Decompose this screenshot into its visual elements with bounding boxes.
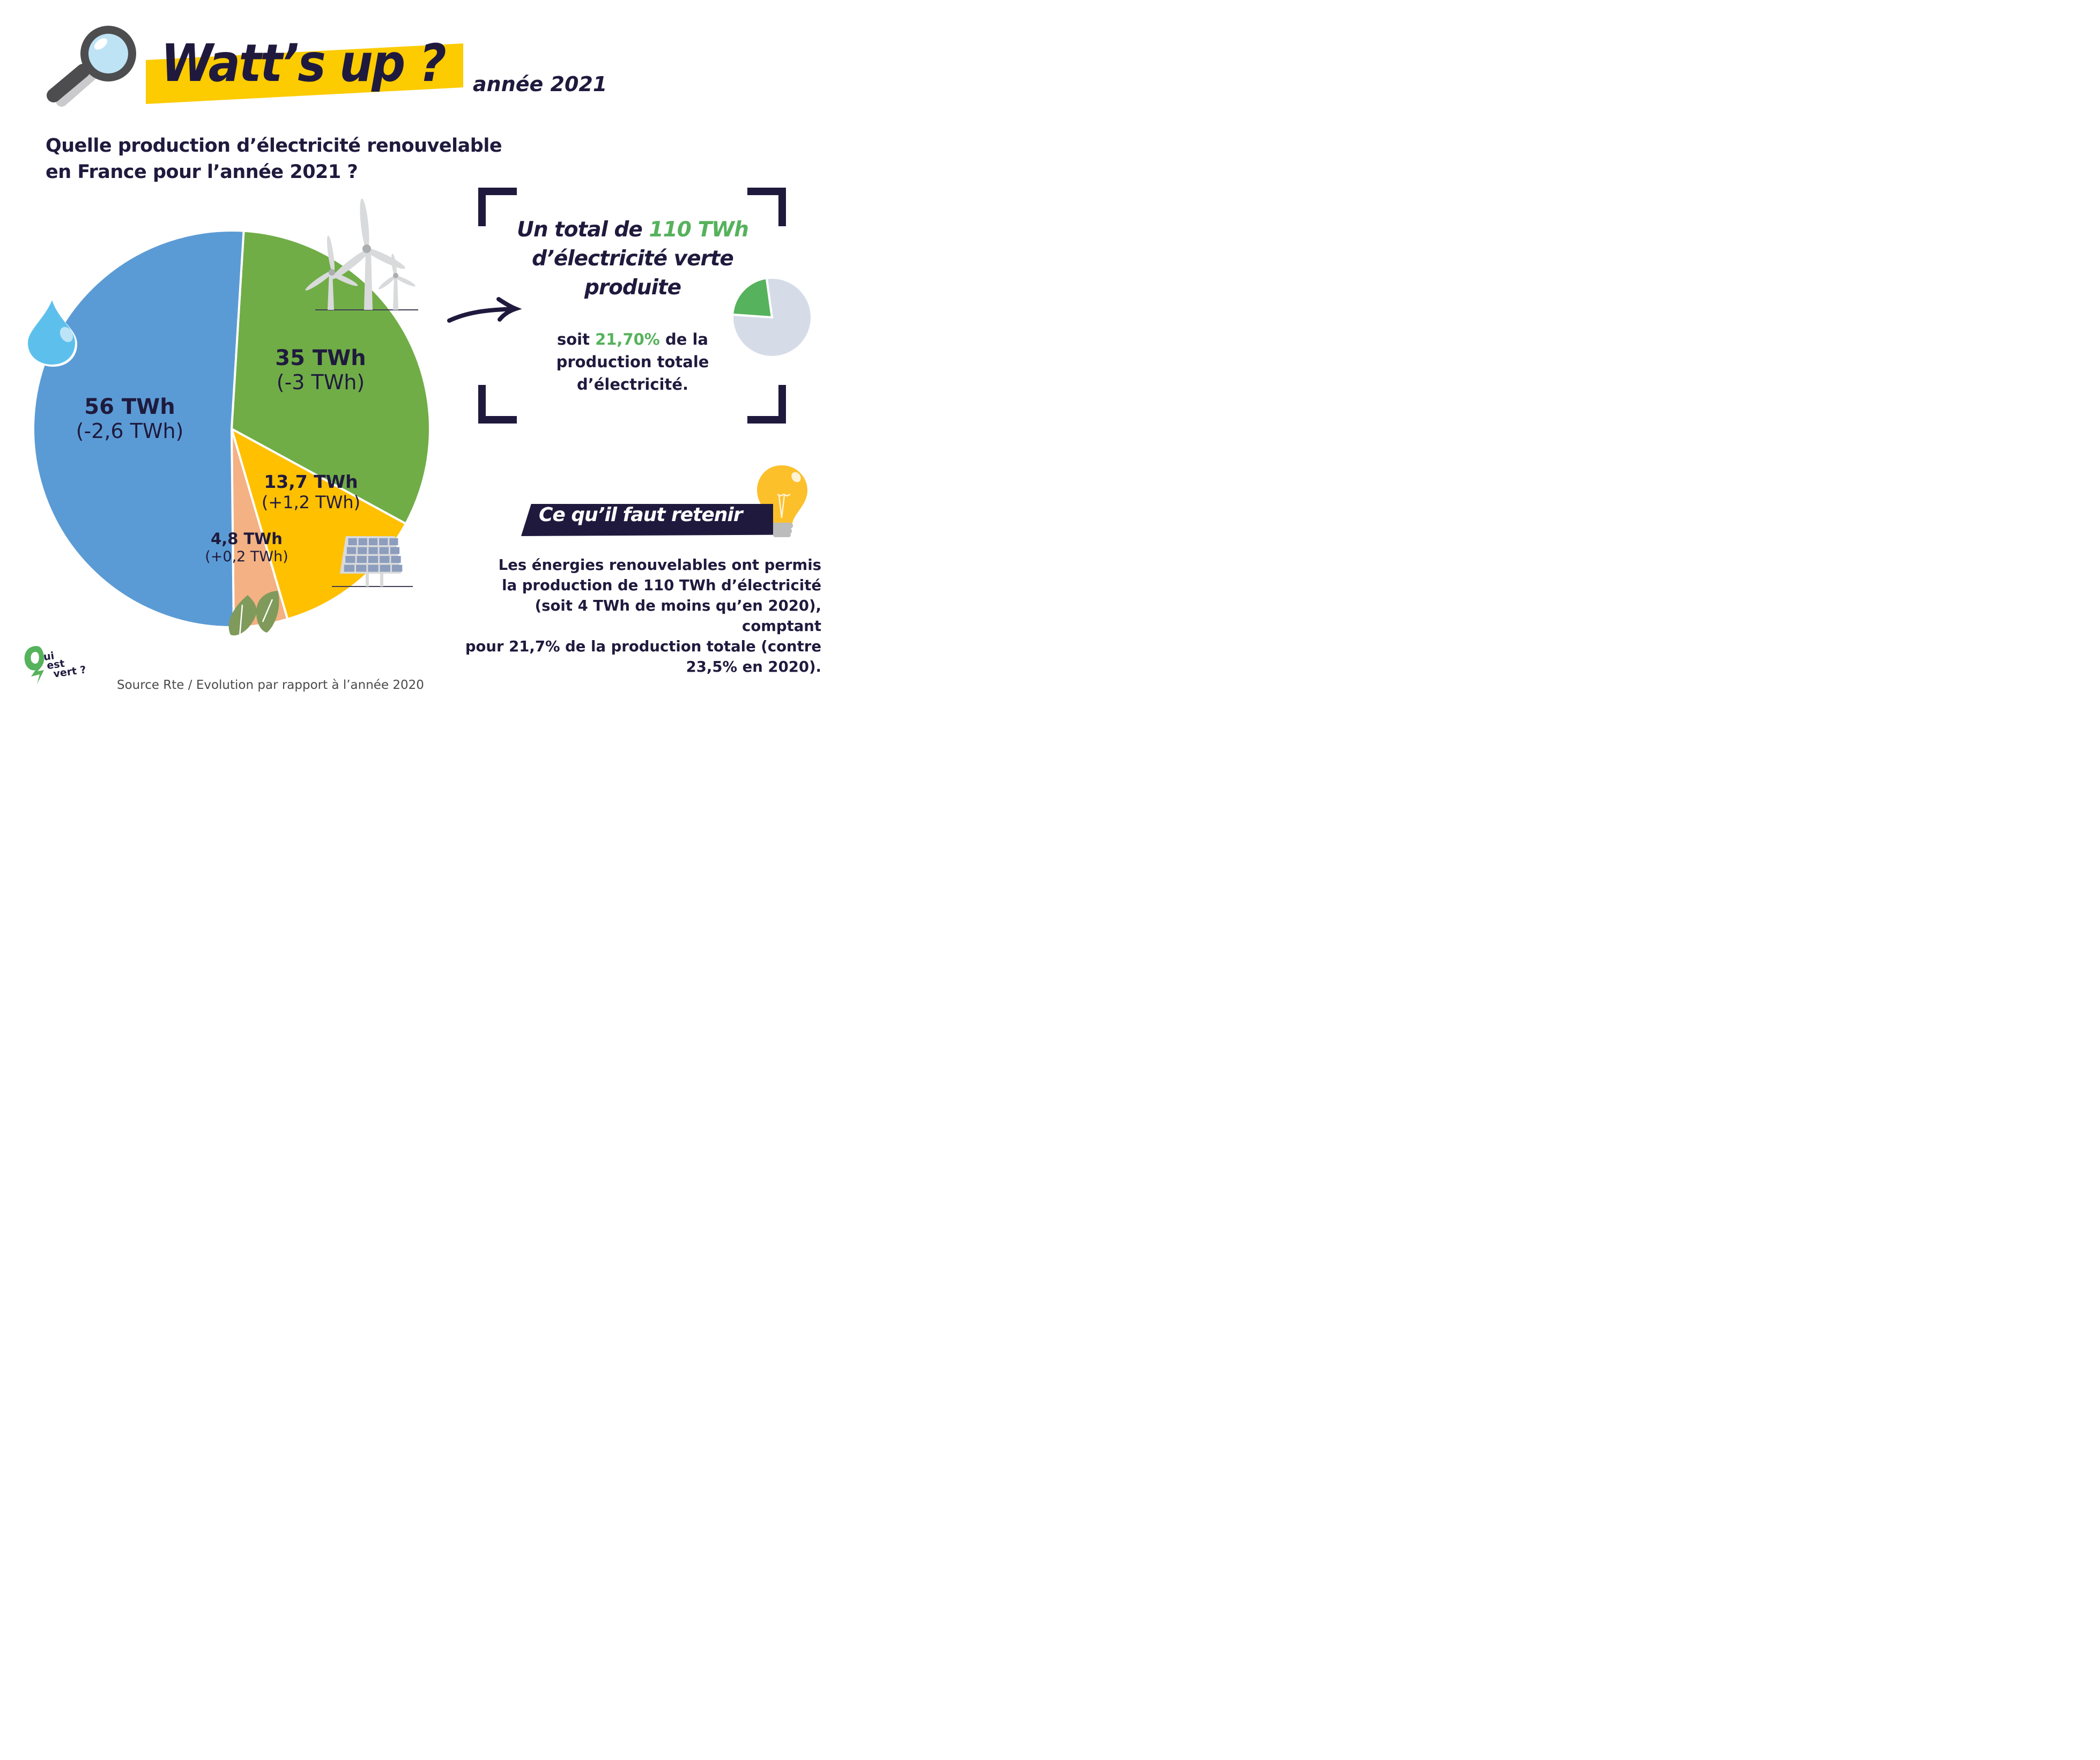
question-heading: Quelle production d’électricité renouvel… (46, 133, 528, 185)
total-line-1: Un total de 110 TWh (499, 216, 767, 244)
wind-delta: (-3 TWh) (276, 370, 365, 394)
share-text: soit 21,70% de la production totale d’él… (531, 328, 734, 396)
source-note: Source Rte / Evolution par rapport à l’a… (117, 678, 424, 692)
bracket-bottom-left (478, 385, 517, 424)
retenir-line: Les énergies renouvelables ont permis (498, 556, 821, 574)
retenir-line: (soit 4 TWh de moins qu’en 2020), compta… (535, 597, 821, 635)
qui-est-vert-logo (24, 646, 44, 684)
renewables-pie-chart (24, 198, 813, 684)
wind-turbines-icon (305, 198, 418, 310)
slice-label-hydro: 56 TWh (-2,6 TWh) (60, 395, 199, 443)
leaves-icon (228, 591, 279, 637)
total-value: 110 TWh (649, 218, 748, 242)
arrow-icon (447, 297, 522, 323)
share-suffix: de la (659, 330, 709, 348)
hydro-delta: (-2,6 TWh) (76, 419, 184, 443)
bracket-bottom-right (747, 385, 786, 424)
total-prefix: Un total de (517, 218, 649, 242)
magnifier-icon (47, 26, 136, 107)
retenir-band (521, 504, 773, 536)
mini-pie-slices (731, 277, 813, 358)
slice-label-bio: 4,8 TWh (+0,2 TWh) (188, 530, 306, 566)
bio-value: 4,8 TWh (211, 530, 283, 548)
bracket-top-left (478, 188, 517, 226)
hydro-value: 56 TWh (84, 395, 175, 419)
water-drop-icon (28, 300, 77, 367)
solar-delta: (+1,2 TWh) (261, 492, 361, 513)
slice-label-wind: 35 TWh (-3 TWh) (251, 346, 390, 394)
page-title: Watt’s up ? (161, 33, 447, 93)
pie-slice-hydraulique (32, 229, 245, 628)
share-line-1: soit 21,70% de la (531, 328, 734, 351)
retenir-line: pour 21,7% de la production totale (cont… (465, 638, 821, 655)
total-line-3: produite (584, 276, 681, 300)
total-line-2: d’électricité verte (532, 247, 734, 271)
share-value: 21,70% (595, 330, 660, 348)
retenir-line: la production de 110 TWh d’électricité (502, 577, 821, 594)
bio-delta: (+0,2 TWh) (205, 548, 288, 565)
share-line-3: d’électricité. (576, 375, 689, 393)
logo-text: ui est vert ? (43, 648, 87, 680)
total-heading: Un total de 110 TWh d’électricité verte … (499, 216, 767, 302)
year-label: année 2021 (473, 72, 607, 96)
pie-slice-éolien (230, 229, 431, 525)
share-line-2: production totale (556, 353, 709, 371)
solar-value: 13,7 TWh (264, 471, 358, 492)
retenir-line: 23,5% en 2020). (686, 658, 821, 675)
retenir-paragraph: Les énergies renouvelables ont permis la… (461, 555, 821, 677)
question-line-1: Quelle production d’électricité renouvel… (46, 135, 502, 157)
pie-slice-autres (731, 277, 813, 358)
share-prefix: soit (556, 330, 596, 348)
question-line-2: en France pour l’année 2021 ? (46, 161, 358, 183)
solar-panel-icon (332, 536, 413, 587)
slice-label-solar: 13,7 TWh (+1,2 TWh) (247, 472, 375, 513)
retenir-heading: Ce qu’il faut retenir (539, 504, 743, 526)
wind-value: 35 TWh (275, 346, 366, 370)
pie-slice-renouvelable (731, 277, 774, 319)
bracket-top-right (747, 188, 786, 226)
